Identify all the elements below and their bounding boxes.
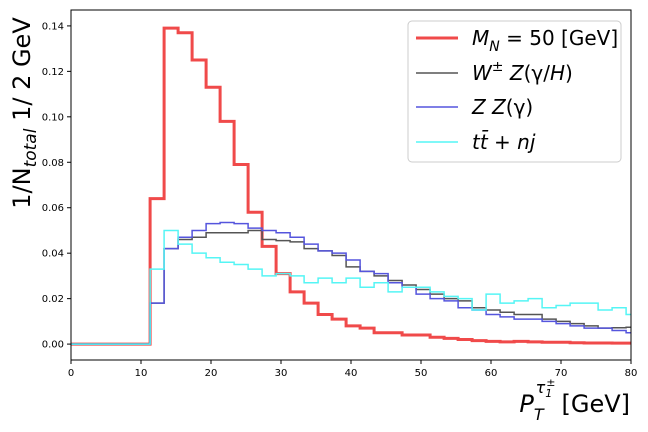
x-tick-label: 0 — [68, 368, 74, 379]
legend-label-part: Z — [509, 61, 525, 85]
x-tick-label: 10 — [135, 368, 148, 379]
x-axis-label-sup-sup: ± — [546, 376, 555, 389]
x-tick-label: 60 — [485, 368, 498, 379]
y-tick-label: 0.14 — [42, 21, 64, 32]
legend-label: W± Z(γ/H) — [472, 59, 573, 85]
x-axis-label-sup-sub: 1 — [545, 387, 552, 400]
legend-label-part: (γ/ — [524, 61, 551, 85]
x-tick-label: 50 — [415, 368, 428, 379]
legend-label-part: = 50 [GeV] — [500, 26, 618, 50]
legend-label: MN = 50 [GeV] — [472, 26, 618, 55]
legend-label-part: N — [489, 39, 500, 55]
legend-label-part: (γ) — [506, 95, 533, 119]
y-axis-label-pre: 1/N — [8, 167, 36, 208]
x-axis-label: PTτ1± [GeV] — [519, 376, 630, 424]
y-tick-label: 0.08 — [42, 158, 64, 169]
legend-label-part: + — [488, 130, 517, 154]
series-line-1 — [71, 26, 631, 346]
x-tick-label: 80 — [625, 368, 638, 379]
y-tick-label: 0.10 — [42, 112, 64, 123]
legend-items: MN = 50 [GeV] W± Z(γ/H) Z Z(γ) tt̄ + nj — [416, 26, 618, 154]
y-axis-ticks: 0.00 0.02 0.04 0.06 0.08 0.10 0.12 0.14 — [42, 21, 71, 351]
y-axis-label-post: 1/ 2 GeV — [8, 17, 36, 129]
x-axis-label-base: P — [519, 390, 534, 418]
x-tick-label: 30 — [275, 368, 288, 379]
legend-label-part: H — [550, 61, 565, 85]
y-tick-label: 0.04 — [42, 249, 64, 260]
legend-label-part: nj — [517, 130, 536, 154]
y-axis-label-sub: total — [21, 128, 41, 167]
legend-frame — [407, 20, 622, 163]
y-tick-label: 0.00 — [42, 340, 64, 351]
series-layer — [71, 26, 631, 346]
y-tick-label: 0.12 — [42, 67, 64, 78]
x-axis-ticks: 0 10 20 30 40 50 60 70 80 — [68, 360, 638, 379]
legend-label-part: W — [472, 61, 493, 85]
legend-label-part: Z Z — [471, 95, 507, 119]
x-tick-label: 40 — [345, 368, 358, 379]
series-line-3 — [71, 221, 631, 345]
x-tick-label: 70 — [555, 368, 568, 379]
legend-label-part: M — [472, 26, 489, 50]
legend-label-part: t — [472, 130, 481, 154]
legend-label-part: ) — [565, 61, 573, 85]
legend-label-part: t̄ — [480, 129, 489, 154]
x-tick-label: 20 — [205, 368, 218, 379]
legend-label-part: ± — [492, 59, 504, 75]
legend-label: tt̄ + nj — [472, 129, 536, 154]
legend: MN = 50 [GeV] W± Z(γ/H) Z Z(γ) tt̄ + nj — [407, 20, 622, 163]
y-tick-label: 0.06 — [42, 203, 64, 214]
x-axis-label-unit: [GeV] — [561, 390, 630, 418]
x-axis-label-sup-base: τ — [536, 378, 546, 397]
series-line-4 — [71, 229, 631, 345]
y-axis-label: 1/Ntotal 1/ 2 GeV — [8, 17, 41, 209]
legend-label: Z Z(γ) — [471, 95, 533, 119]
x-axis-label-sub: T — [534, 405, 545, 424]
y-tick-label: 0.02 — [42, 294, 64, 305]
